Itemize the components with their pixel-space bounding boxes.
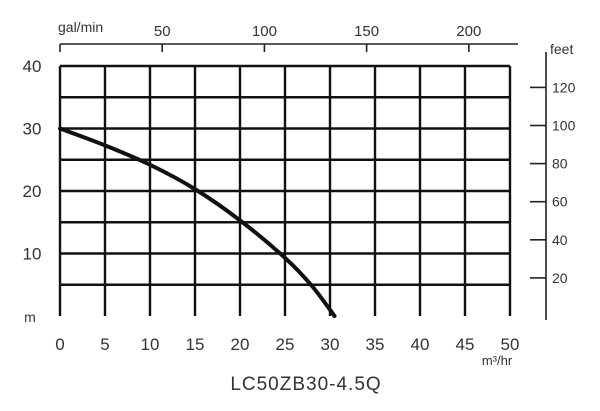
bottom-axis-tick-label: 40 (411, 335, 430, 354)
top-axis-tick-label: 50 (154, 23, 171, 40)
left-axis-tick-label: 30 (23, 120, 42, 139)
chart-title: LC50ZB30-4.5Q (230, 374, 381, 395)
top-axis-tick-label: 150 (354, 23, 379, 40)
bottom-axis-tick-label: 20 (231, 335, 250, 354)
bottom-axis-tick-label: 35 (366, 335, 385, 354)
top-axis-tick-label: 100 (252, 23, 277, 40)
right-axis-feet: feet 20 40 60 80 100 120 (530, 41, 576, 320)
bottom-axis-tick-label: 50 (501, 335, 520, 354)
right-axis-tick-label: 120 (552, 79, 576, 95)
left-axis-unit-label: m (24, 309, 36, 325)
right-axis-tick-label: 20 (552, 270, 568, 286)
bottom-axis-unit-label: m³/hr (482, 353, 513, 368)
bottom-axis-tick-label: 30 (321, 335, 340, 354)
plot-frame (58, 64, 512, 316)
bottom-axis-tick-label: 15 (186, 335, 205, 354)
top-axis-tick-label: 200 (456, 23, 481, 40)
top-axis-gal-min: gal/min 50 100 150 200 (58, 19, 518, 52)
top-axis-unit-label: gal/min (58, 19, 103, 35)
right-axis-tick-label: 100 (552, 118, 576, 134)
bottom-axis-tick-label: 25 (276, 335, 295, 354)
left-axis-tick-label: 20 (23, 182, 42, 201)
series-line (58, 126, 337, 318)
right-axis-tick-label: 60 (552, 194, 568, 210)
right-axis-tick-label: 80 (552, 156, 568, 172)
bottom-axis-tick-label: 5 (100, 335, 109, 354)
bottom-axis-tick-label: 10 (141, 335, 160, 354)
right-axis-tick-label: 40 (552, 232, 568, 248)
series-layer (58, 126, 337, 318)
bottom-axis-tick-label: 45 (456, 335, 475, 354)
left-axis-tick-label: 40 (23, 57, 42, 76)
right-axis-unit-label: feet (550, 41, 573, 57)
left-axis-m: 10 20 30 40 m (23, 57, 42, 325)
bottom-axis-tick-label: 0 (55, 335, 64, 354)
grid (60, 66, 510, 316)
left-axis-tick-label: 10 (23, 245, 42, 264)
